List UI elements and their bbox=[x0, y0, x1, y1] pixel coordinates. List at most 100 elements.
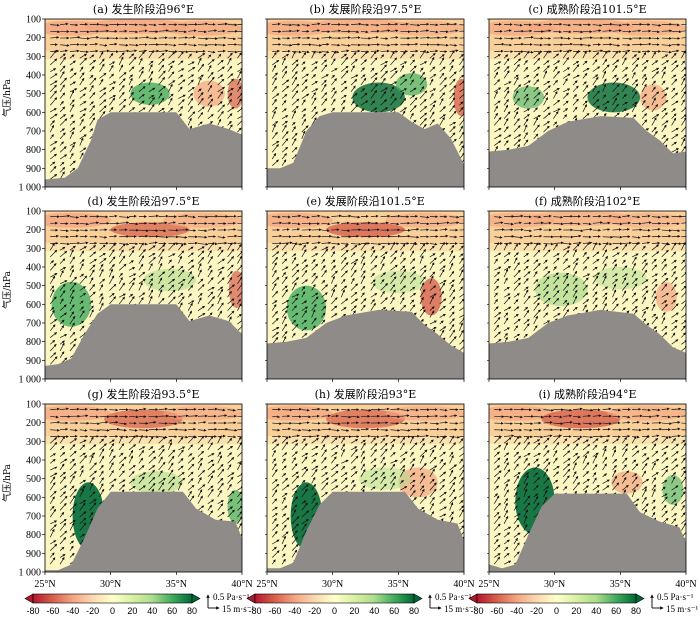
colorbar: -80 -60 -40 -20 0 20 40 60 80 bbox=[24, 593, 201, 616]
shading-cell bbox=[655, 281, 677, 312]
wind-vector bbox=[50, 30, 61, 34]
wind-vector bbox=[128, 91, 134, 99]
wind-vector bbox=[178, 60, 184, 66]
wind-vector bbox=[79, 152, 84, 160]
wind-vector bbox=[128, 97, 135, 106]
wind-vector bbox=[118, 64, 124, 72]
wind-vector bbox=[148, 87, 156, 93]
wind-vector bbox=[79, 126, 86, 133]
panel-g: (g) 发生阶段沿93.5°E 100 200 300 400 500 600 700 800 9… bbox=[19, 387, 243, 579]
wind-vector bbox=[59, 100, 64, 106]
x-tick-label: 35°N bbox=[610, 579, 631, 590]
shading-cell bbox=[607, 20, 686, 36]
colorbar-right-cap bbox=[635, 593, 645, 604]
wind-vector bbox=[148, 104, 155, 113]
shading-cell bbox=[45, 405, 111, 421]
y-tick-label: 1 000 bbox=[19, 183, 42, 194]
wind-vector bbox=[59, 154, 68, 160]
wind-vector bbox=[148, 77, 153, 86]
wind-vector bbox=[237, 60, 242, 66]
wind-vector bbox=[89, 66, 95, 72]
wind-vector bbox=[128, 53, 135, 59]
y-tick-label: 800 bbox=[26, 145, 41, 156]
wind-vector bbox=[178, 51, 184, 59]
wind-vector bbox=[197, 76, 202, 86]
wind-vector bbox=[187, 86, 195, 93]
wind-vector bbox=[207, 65, 212, 72]
x-tick-label: 30°N bbox=[544, 579, 565, 590]
wind-vector bbox=[148, 60, 154, 66]
wind-vector bbox=[237, 107, 242, 113]
shading-cell bbox=[607, 212, 686, 228]
wind-vector bbox=[69, 152, 74, 160]
colorbar-tick-label: 20 bbox=[127, 606, 137, 616]
wind-vector bbox=[158, 92, 163, 99]
colorbar-tick-label: 0 bbox=[554, 606, 559, 616]
wind-vector bbox=[79, 101, 87, 106]
shading-cell bbox=[130, 82, 170, 105]
wind-vector bbox=[118, 91, 125, 99]
x-tick-label: 35°N bbox=[388, 579, 409, 590]
wind-vector bbox=[79, 137, 84, 146]
wind-vector bbox=[178, 86, 183, 93]
x-tick-label: 30°N bbox=[100, 579, 121, 590]
wind-vector bbox=[227, 73, 234, 79]
wind-vector bbox=[89, 128, 94, 133]
wind-vector bbox=[168, 97, 173, 106]
wind-vector bbox=[69, 60, 76, 66]
colorbar: -80 -60 -40 -20 0 20 40 60 80 bbox=[468, 593, 645, 616]
colorbar-tick-label: -80 bbox=[26, 606, 39, 616]
wind-vector bbox=[50, 23, 60, 27]
colorbar-tick-label: 80 bbox=[409, 606, 419, 616]
wind-vector bbox=[69, 23, 79, 27]
wind-vector bbox=[217, 53, 222, 59]
wind-vector bbox=[197, 22, 209, 26]
wind-vector bbox=[79, 72, 85, 79]
wind-vector bbox=[178, 68, 185, 72]
wind-vector bbox=[207, 29, 218, 33]
wind-vector bbox=[168, 60, 175, 66]
colorbar-ramp bbox=[32, 593, 193, 604]
shading-cell bbox=[512, 86, 545, 109]
wind-vector bbox=[99, 72, 107, 79]
wind-vector bbox=[187, 66, 196, 72]
wind-vector bbox=[69, 160, 76, 166]
wind-vector bbox=[89, 117, 96, 126]
colorbar-right-cap bbox=[413, 593, 423, 604]
wind-vector bbox=[109, 95, 117, 99]
wind-vector bbox=[49, 84, 57, 93]
y-axis-label-row1: 气压/hPa bbox=[1, 78, 13, 116]
panel-title: (d) 发生阶段沿97.5°E bbox=[87, 194, 199, 208]
wind-vector bbox=[50, 58, 58, 66]
wind-vector bbox=[138, 49, 148, 53]
wind-vector bbox=[178, 74, 184, 79]
colorbar-ramp bbox=[476, 593, 637, 604]
colorbar: -80 -60 -40 -20 0 20 40 60 80 bbox=[246, 593, 423, 616]
wind-vector bbox=[69, 127, 76, 133]
wind-vector bbox=[138, 36, 150, 39]
colorbar-tick-label: 40 bbox=[591, 606, 601, 616]
wind-vector bbox=[148, 23, 157, 27]
y-tick-label: 1 000 bbox=[19, 375, 42, 386]
wind-vector bbox=[207, 54, 212, 59]
wind-vector bbox=[187, 97, 194, 106]
wind-vector bbox=[128, 85, 133, 92]
wind-vector bbox=[138, 70, 144, 79]
wind-vector bbox=[227, 87, 234, 93]
wind-vector bbox=[89, 36, 100, 39]
colorbar-tick-label: 0 bbox=[110, 606, 115, 616]
wind-vector bbox=[138, 100, 145, 106]
wind-vector bbox=[69, 131, 74, 139]
y-tick-label: 700 bbox=[26, 319, 41, 330]
wind-vector bbox=[109, 64, 114, 72]
wind-vector bbox=[99, 58, 105, 66]
wind-vector bbox=[59, 77, 67, 86]
wind-vector bbox=[178, 42, 188, 46]
wind-vector bbox=[197, 63, 205, 72]
wind-vector bbox=[49, 134, 54, 140]
y-tick-label: 100 bbox=[26, 400, 41, 411]
wind-vector bbox=[109, 86, 115, 93]
wind-vector bbox=[79, 77, 85, 86]
wind-vector bbox=[79, 87, 87, 93]
wind-vector bbox=[89, 54, 95, 59]
